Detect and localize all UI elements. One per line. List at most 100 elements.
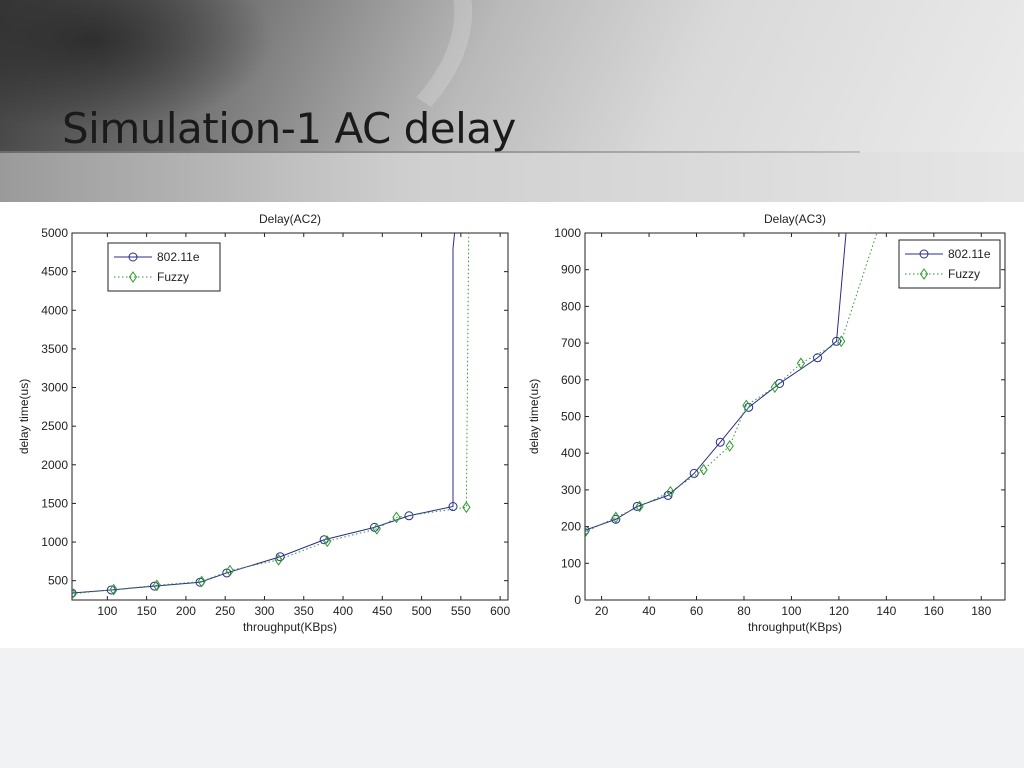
data-point [319,535,329,545]
data-point [149,581,159,591]
data-point [462,501,471,514]
x-tick-label: 120 [829,604,849,618]
data-point [796,357,806,370]
legend: 802.11e Fuzzy [107,242,221,292]
y-tick-label: 1000 [554,226,581,240]
x-tick-label: 100 [97,604,117,618]
y-tick-label: 2500 [41,419,68,433]
y-tick-label: 500 [561,410,581,424]
legend-label: Fuzzy [948,267,980,281]
x-tick-label: 350 [294,604,314,618]
data-point [323,535,332,548]
y-axis-label: delay time(us) [17,379,31,454]
x-tick-label: 600 [490,604,510,618]
legend-label: 802.11e [948,247,991,261]
chart-title: Delay(AC3) [764,212,826,226]
x-axis-label: throughput(KBps) [748,620,842,634]
y-tick-label: 900 [561,263,581,277]
data-point [106,585,116,595]
data-point [372,523,381,535]
data-point [663,490,673,500]
chart-delay-ac2: Delay(AC2) 100 150 200 250 300 350 400 450 500 550… [17,212,510,634]
x-tick-label: 450 [372,604,392,618]
data-point [632,501,642,511]
x-tick-label: 20 [595,604,609,618]
y-axis-label: delay time(us) [527,379,541,454]
data-point [837,335,846,348]
data-point [225,564,235,577]
y-tick-label: 1500 [41,496,68,510]
legend-label: Fuzzy [157,270,189,284]
x-tick-label: 80 [737,604,751,618]
series-fuzzy [585,233,878,538]
y-tick-label: 200 [561,520,581,534]
data-point [715,437,725,447]
y-tick-label: 400 [561,446,581,460]
y-tick-label: 5000 [41,226,68,240]
chart-title: Delay(AC2) [259,212,321,226]
data-point [699,463,708,476]
slide-header-background: Simulation-1 AC delay [0,0,1024,271]
data-point [611,511,620,524]
series-line [585,233,878,533]
series-line [585,233,847,531]
x-tick-label: 300 [254,604,274,618]
data-point [448,502,458,512]
y-tick-label: 3000 [41,381,68,395]
x-tick-label: 180 [971,604,991,618]
data-point [274,553,283,566]
data-point [152,579,161,592]
x-tick-label: 400 [333,604,353,618]
y-tick-label: 800 [561,299,581,313]
y-tick-label: 500 [48,574,68,588]
series-fuzzy [72,233,471,600]
legend-marker [128,271,138,283]
title-underline-rule [0,151,860,153]
legend-marker [128,252,138,262]
data-point [742,399,751,412]
data-point [72,587,77,600]
data-point [635,500,644,513]
y-tick-label: 0 [574,593,581,607]
y-tick-label: 300 [561,483,581,497]
y-tick-label: 2000 [41,458,68,472]
data-point [813,353,823,363]
data-point [770,381,779,394]
y-tick-label: 4000 [41,303,68,317]
y-tick-label: 4500 [41,265,68,279]
x-tick-label: 150 [137,604,157,618]
data-point [109,583,118,596]
x-tick-label: 140 [876,604,896,618]
data-point [275,552,285,562]
legend-label: 802.11e [157,250,200,264]
series-ieee80211e [585,233,847,535]
x-tick-label: 60 [690,604,704,618]
legend: 802.11e Fuzzy [898,239,1001,289]
data-point [197,575,206,588]
data-point [585,526,590,538]
y-tick-label: 3500 [41,342,68,356]
x-axis-label: throughput(KBps) [243,620,337,634]
y-tick-label: 100 [561,556,581,570]
header-lower-band [0,152,1024,202]
y-tick-label: 600 [561,373,581,387]
series-line [72,233,456,594]
data-point [725,439,734,452]
legend-marker [919,268,929,280]
data-point [832,336,842,346]
plot-area-frame [71,232,509,601]
x-tick-label: 250 [215,604,235,618]
x-tick-label: 500 [412,604,432,618]
x-tick-label: 550 [451,604,471,618]
x-tick-label: 100 [781,604,801,618]
data-point [392,511,401,524]
chart-delay-ac3: Delay(AC3) 20 40 60 80 100 120 140 160 180 0 100 200… [527,212,1006,634]
y-tick-label: 1000 [41,535,68,549]
y-tick-label: 700 [561,336,581,350]
x-tick-label: 160 [924,604,944,618]
legend-marker [919,249,929,259]
data-point [689,468,699,478]
data-point [666,485,675,498]
slide-title: Simulation-1 AC delay [62,104,516,153]
legend-box [898,239,1001,289]
